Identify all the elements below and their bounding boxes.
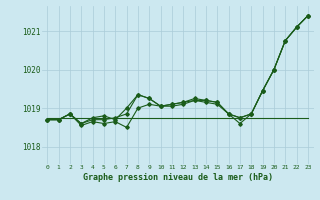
- X-axis label: Graphe pression niveau de la mer (hPa): Graphe pression niveau de la mer (hPa): [83, 173, 273, 182]
